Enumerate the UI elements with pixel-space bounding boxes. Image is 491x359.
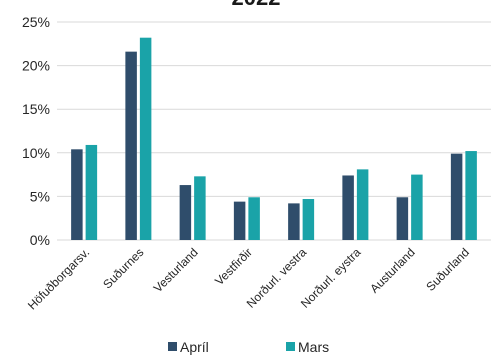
y-tick-label: 10% bbox=[22, 145, 50, 161]
bar-april bbox=[342, 175, 354, 240]
x-tick-label: Suðurnes bbox=[100, 245, 146, 291]
bar-mars bbox=[302, 199, 315, 240]
bar-mars bbox=[248, 197, 260, 240]
x-tick-label: Suðurland bbox=[423, 245, 472, 294]
bar-april bbox=[233, 201, 246, 240]
legend-swatch bbox=[286, 342, 295, 351]
bars bbox=[71, 37, 477, 241]
bar-april bbox=[288, 203, 300, 240]
bar-mars bbox=[139, 37, 152, 240]
x-tick-label: Vesturland bbox=[151, 245, 201, 295]
bar-april bbox=[396, 197, 409, 240]
bar-mars bbox=[194, 176, 206, 240]
legend-swatch bbox=[168, 342, 177, 351]
x-tick-label: Höfuðborgarsv. bbox=[25, 245, 92, 312]
bar-april bbox=[71, 149, 83, 240]
bar-mars bbox=[465, 151, 477, 240]
bar-april bbox=[450, 153, 463, 240]
bar-mars bbox=[356, 169, 369, 240]
y-tick-label: 5% bbox=[30, 188, 50, 204]
bar-april bbox=[179, 185, 192, 240]
legend-label: Apríl bbox=[180, 339, 209, 355]
bar-april bbox=[125, 51, 137, 241]
y-axis: 0% 5% 10% 15% 20% 25% bbox=[22, 14, 50, 248]
x-axis: Höfuðborgarsv. Suðurnes Vesturland Vestfirð… bbox=[25, 245, 472, 313]
y-tick-label: 20% bbox=[22, 58, 50, 74]
y-tick-label: 25% bbox=[22, 14, 50, 30]
legend-label: Mars bbox=[298, 339, 329, 355]
chart-title: 2022 bbox=[232, 0, 281, 10]
bar-mars bbox=[85, 144, 98, 240]
legend: Apríl Mars bbox=[168, 339, 329, 355]
gridlines bbox=[57, 21, 491, 241]
y-tick-label: 0% bbox=[30, 232, 50, 248]
x-tick-label: Vestfirðir bbox=[212, 245, 255, 288]
x-tick-label: Austurland bbox=[367, 245, 417, 295]
y-tick-label: 15% bbox=[22, 101, 50, 117]
bar-mars bbox=[411, 174, 423, 240]
